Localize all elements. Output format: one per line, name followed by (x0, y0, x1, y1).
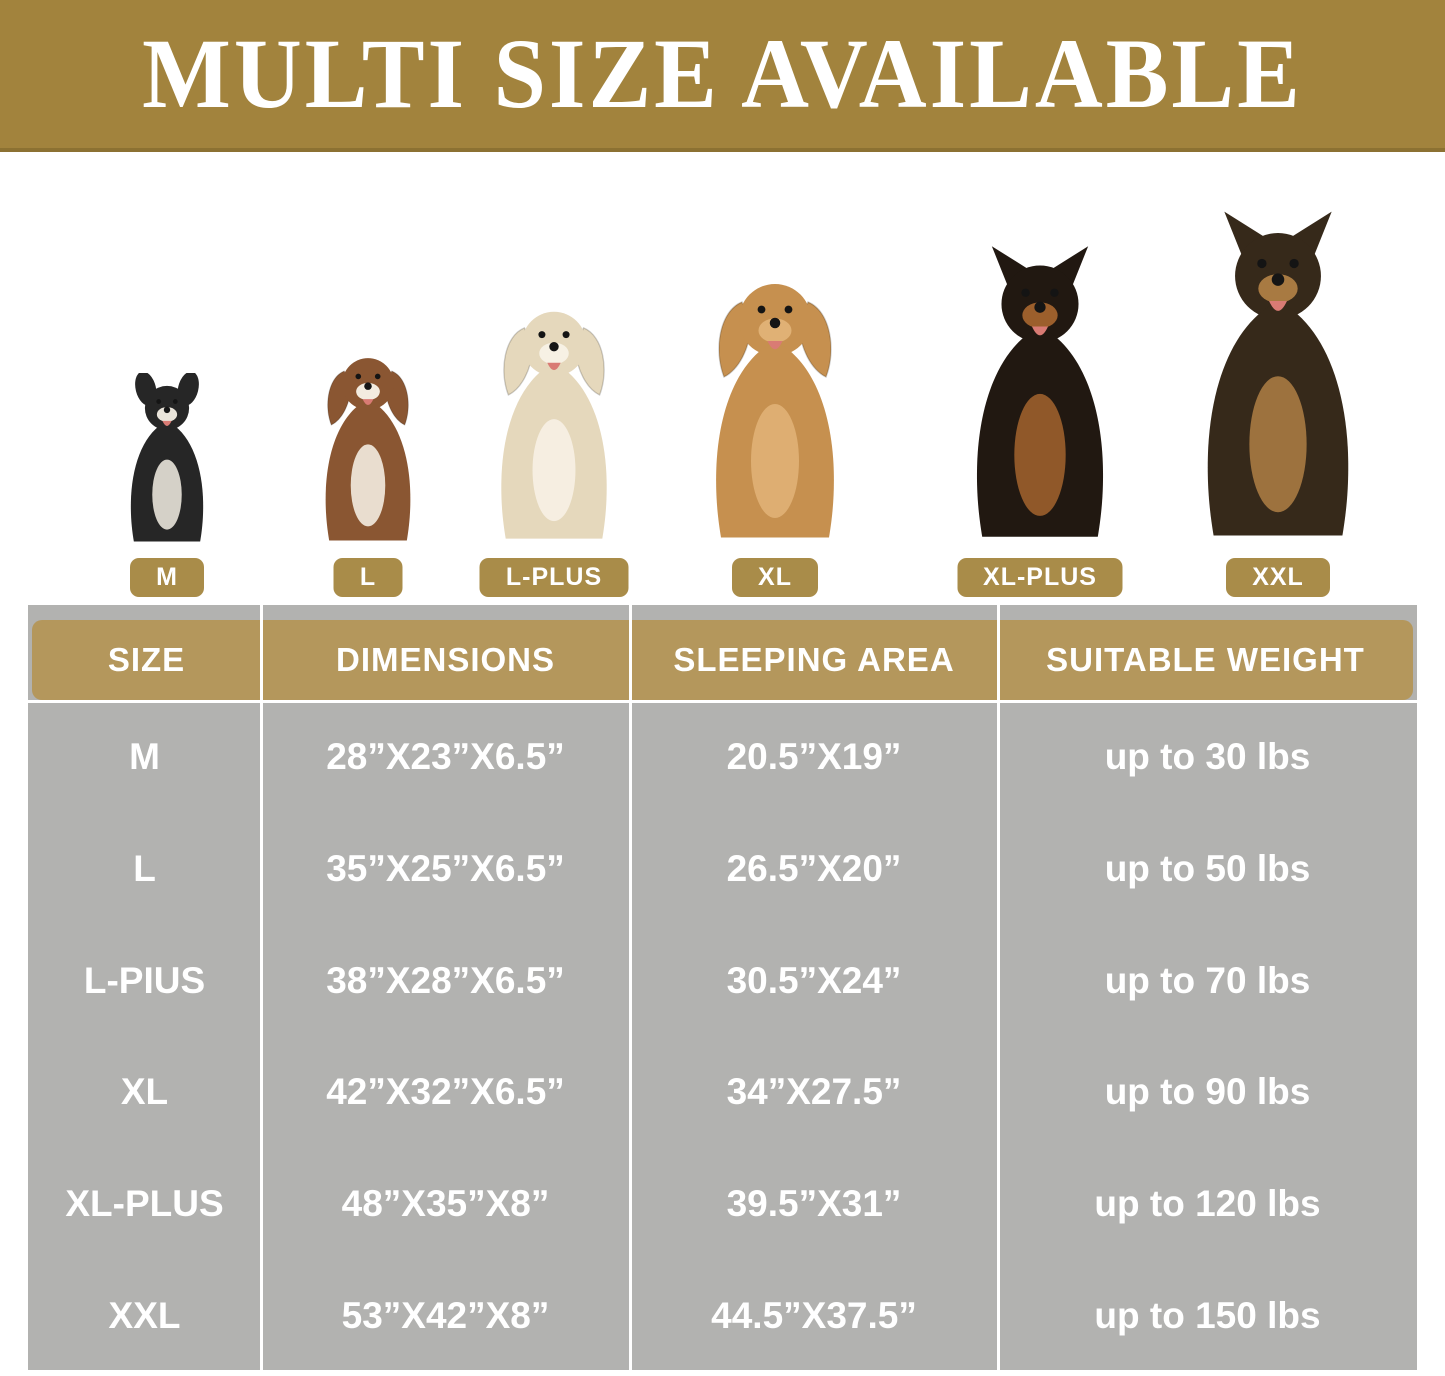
dog-german-shepherd: XXL (1169, 208, 1387, 597)
dog-size-lineup: M L L-PLUS (0, 152, 1445, 605)
cell-weight: up to 90 lbs (1104, 1071, 1311, 1113)
cell-size: M (129, 736, 160, 778)
table-bottom-edge (28, 1370, 1417, 1376)
size-badge-l: L (333, 558, 403, 597)
cell-weight: up to 30 lbs (1104, 736, 1311, 778)
table-row-xxl: XXL 53”X42”X8” 44.5”X37.5” up to 150 lbs (28, 1261, 1417, 1370)
cell-sleeping-area: 26.5”X20” (726, 847, 902, 889)
header-size: SIZE (107, 641, 186, 678)
column-divider (629, 605, 632, 1376)
dog-golden-retriever-cream: L-PLUS (473, 293, 636, 597)
german-shepherd-icon (1169, 208, 1387, 548)
cell-dimensions: 42”X32”X6.5” (326, 1071, 565, 1113)
size-badge-xl-plus: XL-PLUS (957, 558, 1123, 597)
cell-sleeping-area: 39.5”X31” (726, 1182, 902, 1224)
cell-dimensions: 53”X42”X8” (341, 1294, 550, 1336)
header-suitable-weight: SUITABLE WEIGHT (1046, 641, 1365, 678)
header-sleeping-area: SLEEPING AREA (673, 641, 955, 678)
table-row-l-plus: L-PIUS 38”X28”X6.5” 30.5”X24” up to 70 l… (28, 926, 1417, 1035)
cell-weight: up to 120 lbs (1094, 1182, 1321, 1224)
dog-french-bulldog: M (111, 371, 223, 597)
cell-weight: up to 70 lbs (1104, 959, 1311, 1001)
dog-golden-retriever: XL (684, 263, 866, 597)
cell-size: XL (120, 1071, 169, 1113)
doberman-icon (943, 243, 1138, 548)
dog-beagle: L (303, 343, 434, 597)
cell-sleeping-area: 44.5”X37.5” (711, 1294, 917, 1336)
size-badge-xxl: XXL (1226, 558, 1330, 597)
cell-dimensions: 48”X35”X8” (341, 1182, 550, 1224)
table-row-xl-plus: XL-PLUS 48”X35”X8” 39.5”X31” up to 120 l… (28, 1149, 1417, 1259)
cell-size: L-PIUS (83, 959, 206, 1001)
cell-size: XL-PLUS (65, 1182, 224, 1224)
cell-dimensions: 38”X28”X6.5” (326, 959, 565, 1001)
cell-size: XXL (108, 1294, 181, 1336)
size-badge-m: M (130, 558, 204, 597)
table-row-l: L 35”X25”X6.5” 26.5”X20” up to 50 lbs (28, 814, 1417, 924)
cell-sleeping-area: 30.5”X24” (726, 959, 902, 1001)
size-table-header: SIZE DIMENSIONS SLEEPING AREA SUITABLE W… (32, 620, 1413, 700)
header-dimensions: DIMENSIONS (335, 641, 556, 678)
size-badge-l-plus: L-PLUS (479, 558, 629, 597)
beagle-icon (303, 343, 434, 548)
cell-weight: up to 50 lbs (1104, 847, 1311, 889)
banner: MULTI SIZE AVAILABLE (0, 0, 1445, 152)
cell-sleeping-area: 20.5”X19” (726, 736, 902, 778)
dog-doberman: XL-PLUS (943, 243, 1138, 597)
header-divider (28, 700, 1417, 703)
size-badge-xl: XL (732, 558, 818, 597)
cell-dimensions: 35”X25”X6.5” (326, 847, 565, 889)
cell-sleeping-area: 34”X27.5” (726, 1071, 902, 1113)
column-divider (997, 605, 1000, 1376)
size-table: SIZE DIMENSIONS SLEEPING AREA SUITABLE W… (28, 605, 1417, 1376)
cell-size: L (133, 847, 156, 889)
golden-retriever-icon (684, 263, 866, 548)
column-divider (260, 605, 263, 1376)
golden-retriever-cream-icon (473, 293, 636, 548)
table-row-xl: XL 42”X32”X6.5” 34”X27.5” up to 90 lbs (28, 1037, 1417, 1147)
table-row-m: M 28”X23”X6.5” 20.5”X19” up to 30 lbs (28, 703, 1417, 812)
cell-weight: up to 150 lbs (1094, 1294, 1321, 1336)
banner-title: MULTI SIZE AVAILABLE (142, 18, 1303, 130)
size-table-rows: M 28”X23”X6.5” 20.5”X19” up to 30 lbs L … (28, 703, 1417, 1370)
french-bulldog-icon (111, 371, 223, 548)
cell-dimensions: 28”X23”X6.5” (326, 736, 565, 778)
